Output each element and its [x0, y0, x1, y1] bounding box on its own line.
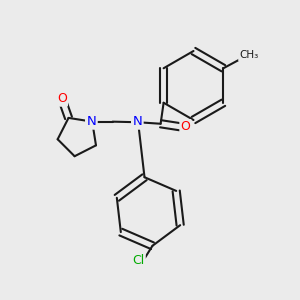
Text: N: N	[86, 115, 96, 128]
Text: N: N	[132, 115, 142, 128]
Text: O: O	[181, 120, 190, 133]
Text: CH₃: CH₃	[239, 50, 259, 60]
Text: Cl: Cl	[132, 254, 145, 267]
Text: O: O	[57, 92, 67, 106]
Text: N: N	[86, 115, 96, 128]
Text: N: N	[132, 115, 142, 128]
